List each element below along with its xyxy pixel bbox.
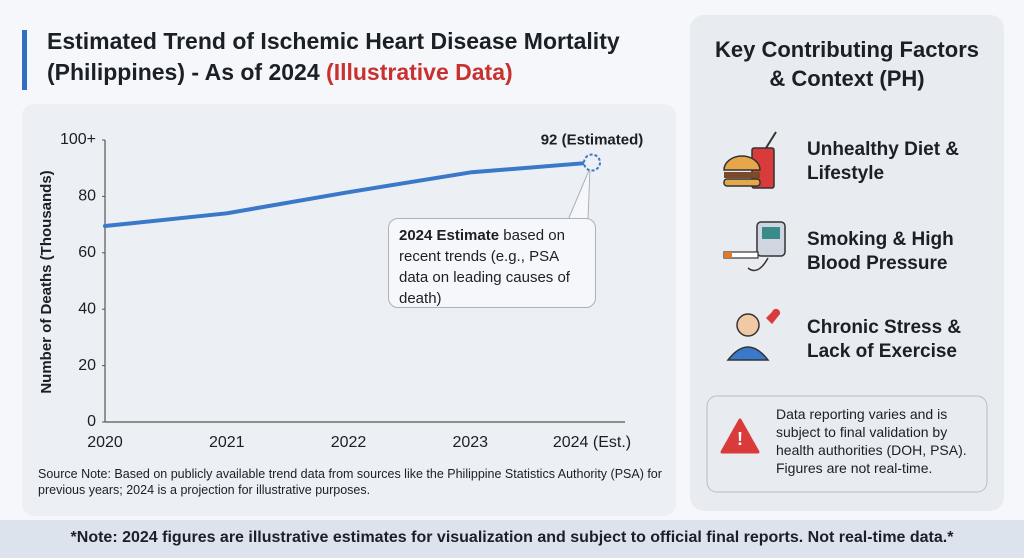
title-text: Estimated Trend of Ischemic Heart Diseas… [47, 28, 620, 85]
y-axis-title: Number of Deaths (Thousands) [38, 170, 55, 393]
y-tick-label: 60 [78, 244, 96, 261]
value-label: 92 (Estimated) [541, 132, 644, 149]
diet-icon [723, 131, 777, 189]
footer-note: *Note: 2024 figures are illustrative est… [70, 529, 954, 546]
title-highlight: (Illustrative Data) [326, 59, 513, 85]
y-tick-label: 0 [87, 413, 96, 430]
warning-box [706, 395, 988, 493]
line [103, 160, 594, 229]
svg-text:!: ! [737, 429, 743, 449]
title-accent [22, 30, 27, 90]
y-tick-label: 40 [78, 300, 96, 317]
x-tick-label: 2022 [331, 434, 367, 451]
warning-icon: ! [720, 418, 760, 454]
callout: 2024 Estimate based on recent trends (e.… [388, 218, 596, 308]
factor: Unhealthy Diet & Lifestyle [807, 139, 960, 184]
callout-bold: 2024 Estimate [399, 227, 500, 244]
x-tick-label: 2021 [209, 434, 245, 451]
y-tick-label: 20 [78, 357, 96, 374]
side-title: Key Contributing Factors & Context (PH) [714, 37, 979, 91]
estimate-marker [583, 153, 601, 172]
factor: Smoking & High Blood Pressure [807, 229, 954, 274]
callout-text: based on recent trends (e.g., PSA data o… [399, 227, 570, 307]
y-tick-label: 100+ [60, 131, 96, 148]
chart-title: Estimated Trend of Ischemic Heart Diseas… [47, 26, 687, 88]
x-tick-label: 2024 (Est.) [553, 434, 631, 451]
x-tick-label: 2023 [452, 434, 488, 451]
warning-text: Data reporting varies and is subject to … [776, 406, 967, 476]
factor: Chronic Stress & Lack of Exercise [807, 317, 962, 362]
y-tick-label: 80 [78, 188, 96, 205]
smoking-icon [723, 221, 786, 272]
footer-bg [0, 520, 1024, 558]
chart-panel [22, 104, 676, 516]
stress-icon [726, 308, 781, 361]
source-note: Source Note: Based on publicly available… [38, 467, 662, 497]
x-tick-label: 2020 [87, 434, 123, 451]
side-panel-bg [690, 15, 1004, 511]
